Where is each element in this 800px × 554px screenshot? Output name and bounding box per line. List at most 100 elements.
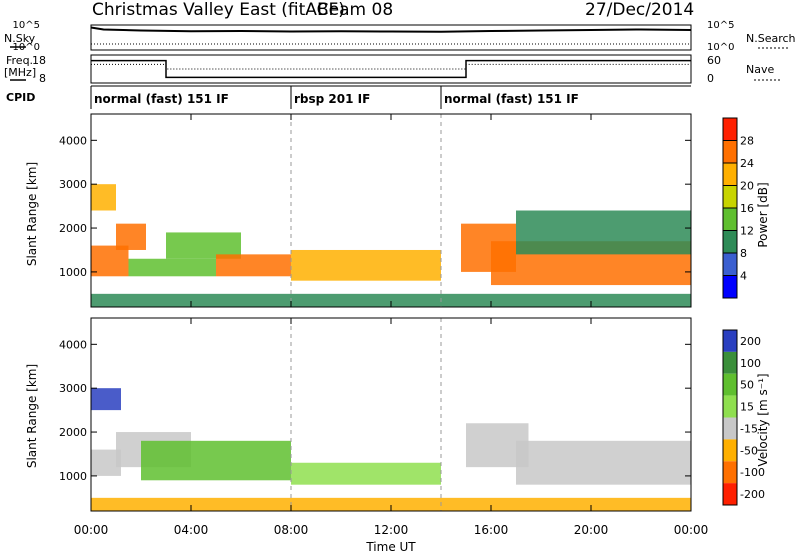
y-tick-label: 1000 bbox=[59, 266, 87, 279]
nsearch-label: N.Search bbox=[746, 32, 796, 45]
x-tick-label: 00:00 bbox=[674, 523, 709, 537]
colorbar-tick-label: 50 bbox=[740, 379, 754, 392]
colorbar-tick-label: 4 bbox=[740, 270, 747, 283]
colorbar-swatch bbox=[723, 163, 737, 186]
freq-series-line bbox=[91, 59, 691, 79]
data-region bbox=[91, 184, 116, 211]
beam-label: Beam 08 bbox=[317, 0, 393, 20]
colorbar-tick-label: 12 bbox=[740, 225, 754, 238]
cpid-segment-label: normal (fast) 151 IF bbox=[444, 92, 579, 106]
nave-tick-bottom: 0 bbox=[707, 72, 714, 85]
colorbar-swatch bbox=[723, 483, 737, 505]
data-region bbox=[291, 249, 441, 281]
colorbar-tick-label: 100 bbox=[740, 357, 761, 370]
noise-tick-right-bottom: 10^0 bbox=[707, 42, 734, 53]
power-colorbar-label: Power [dB] bbox=[756, 182, 770, 247]
colorbar-swatch bbox=[723, 253, 737, 276]
nave-tick-top: 60 bbox=[707, 54, 721, 67]
data-region bbox=[91, 245, 129, 277]
noise-tick-left-top: 10^5 bbox=[13, 20, 40, 31]
nsky-series-line bbox=[90, 26, 692, 33]
colorbar-swatch bbox=[723, 461, 737, 484]
velocity-panel: 1000 2000 3000 4000 bbox=[59, 317, 692, 512]
colorbar-frame bbox=[722, 329, 738, 506]
freq-frame bbox=[90, 54, 692, 84]
colorbar-swatch bbox=[723, 208, 737, 231]
noise-tick-right-top: 10^5 bbox=[707, 20, 734, 31]
colorbar-tick-label: 200 bbox=[740, 335, 761, 348]
power-colorbar: 4 8 12 16 20 24 28 bbox=[722, 117, 754, 299]
data-region bbox=[128, 258, 216, 277]
power-panel: 1000 2000 3000 4000 bbox=[59, 113, 692, 308]
colorbar-swatch bbox=[723, 230, 737, 253]
colorbar-swatch bbox=[723, 373, 737, 396]
colorbar-tick-label: 28 bbox=[740, 135, 754, 148]
velocity-colorbar-label: Velocity [m s⁻¹] bbox=[756, 373, 770, 466]
data-region bbox=[141, 440, 291, 481]
power-ylabel: Slant Range [km] bbox=[25, 162, 39, 266]
cpid-segment-label: normal (fast) 151 IF bbox=[94, 92, 229, 106]
colorbar-swatch bbox=[723, 395, 737, 418]
cpid-segment-label: rbsp 201 IF bbox=[294, 92, 370, 106]
data-region bbox=[216, 254, 291, 277]
colorbar-swatch bbox=[723, 275, 737, 298]
date-label: 27/Dec/2014 bbox=[585, 0, 694, 20]
cpid-label: CPID bbox=[6, 91, 35, 104]
noise-panel bbox=[90, 24, 692, 51]
y-tick-label: 2000 bbox=[59, 222, 87, 235]
colorbar-tick-label: -200 bbox=[740, 488, 765, 501]
cpid-panel: normal (fast) 151 IF rbsp 201 IF normal (f… bbox=[90, 85, 691, 109]
data-region bbox=[91, 388, 121, 411]
colorbar-tick-label: -50 bbox=[740, 444, 758, 457]
nave-series-line bbox=[91, 63, 691, 70]
freq-label: Freq. bbox=[6, 54, 33, 67]
x-tick-label: 20:00 bbox=[574, 523, 609, 537]
x-tick-label: 04:00 bbox=[174, 523, 209, 537]
x-tick-label: 00:00 bbox=[74, 523, 109, 537]
radar-title: Christmas Valley East (fitACF) bbox=[92, 0, 345, 20]
colorbar-swatch bbox=[723, 417, 737, 440]
data-region bbox=[291, 462, 441, 485]
y-tick-label: 3000 bbox=[59, 382, 87, 395]
colorbar-tick-label: 20 bbox=[740, 180, 754, 193]
data-region bbox=[91, 293, 691, 307]
colorbar-tick-label: 15 bbox=[740, 401, 754, 414]
nsky-label: N.Sky bbox=[4, 32, 36, 45]
velocity-colorbar: 200 100 50 15 -15 -50 -100 -200 bbox=[722, 329, 765, 506]
y-tick-label: 3000 bbox=[59, 178, 87, 191]
noise-frame bbox=[90, 24, 692, 51]
colorbar-swatch bbox=[723, 330, 737, 352]
freq-unit: [MHz] bbox=[4, 66, 36, 79]
colorbar-tick-label: -15 bbox=[740, 422, 758, 435]
colorbar-tick-label: 8 bbox=[740, 247, 747, 260]
velocity-ylabel: Slant Range [km] bbox=[25, 364, 39, 468]
x-tick-labels: 00:00 04:00 08:00 12:00 16:00 20:00 00:00 bbox=[74, 523, 709, 537]
data-region bbox=[516, 210, 691, 255]
colorbar-swatch bbox=[723, 118, 737, 141]
colorbar-swatch bbox=[723, 439, 737, 462]
nave-label: Nave bbox=[746, 63, 774, 76]
colorbar-swatch bbox=[723, 351, 737, 374]
x-tick-label: 12:00 bbox=[374, 523, 409, 537]
y-tick-label: 1000 bbox=[59, 470, 87, 483]
noise-tick-left-bottom: 10^0 bbox=[13, 42, 40, 53]
colorbar-swatch bbox=[723, 185, 737, 208]
x-tick-label: 08:00 bbox=[274, 523, 309, 537]
freq-tick-top: 18 bbox=[32, 54, 46, 67]
colorbar-swatch bbox=[723, 140, 737, 163]
y-tick-label: 4000 bbox=[59, 134, 87, 147]
y-tick-label: 2000 bbox=[59, 426, 87, 439]
x-tick-label: 16:00 bbox=[474, 523, 509, 537]
colorbar-tick-label: 16 bbox=[740, 202, 754, 215]
data-region bbox=[116, 223, 146, 250]
data-region bbox=[516, 440, 691, 485]
freq-tick-bottom: 8 bbox=[39, 72, 46, 85]
colorbar-tick-label: -100 bbox=[740, 466, 765, 479]
x-axis-label: Time UT bbox=[365, 540, 416, 554]
y-tick-label: 4000 bbox=[59, 338, 87, 351]
data-region bbox=[91, 497, 691, 511]
frequency-panel bbox=[90, 54, 692, 84]
colorbar-tick-label: 24 bbox=[740, 157, 754, 170]
